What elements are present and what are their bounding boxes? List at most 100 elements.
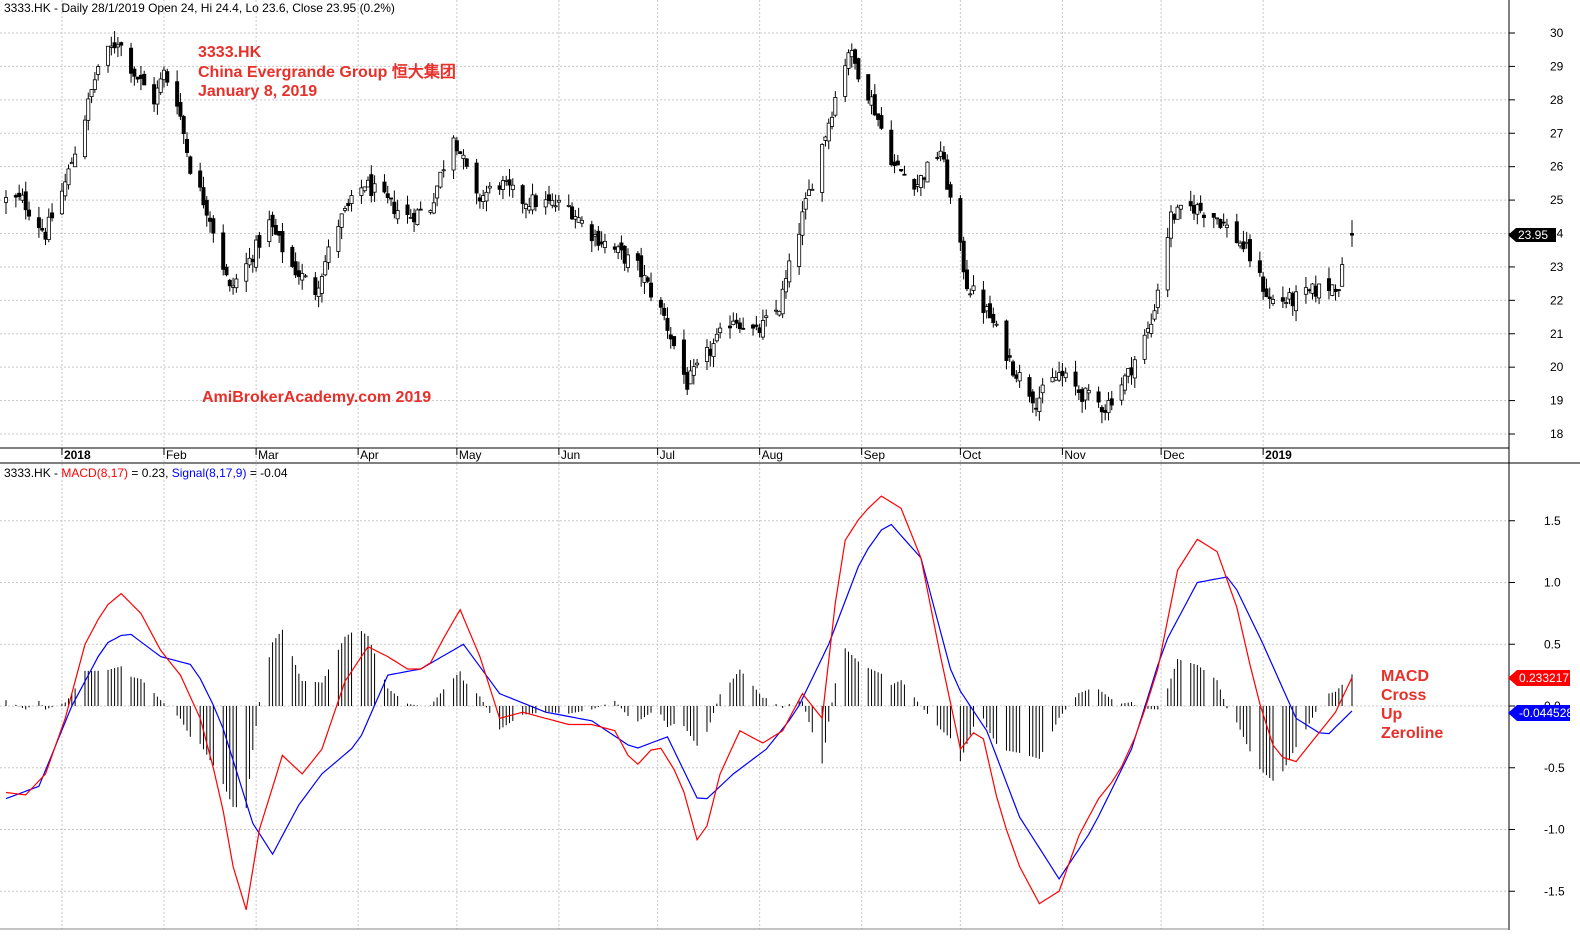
- candle-body: [620, 243, 623, 250]
- candle-body: [742, 328, 745, 329]
- candle-body: [508, 180, 511, 185]
- candle-body: [1130, 368, 1133, 375]
- candle-body: [1176, 207, 1179, 219]
- candle-body: [640, 256, 643, 277]
- candle-body: [129, 48, 132, 73]
- candle-body: [995, 324, 998, 325]
- candle-body: [436, 186, 439, 198]
- macd-value-badge: 0.233217: [1508, 670, 1570, 686]
- candle-body: [804, 199, 807, 210]
- macd-y-tick-label: -1.5: [1544, 884, 1565, 898]
- macd-line: [6, 496, 1352, 910]
- candle-body: [692, 367, 695, 376]
- candle-body: [577, 218, 580, 223]
- candle-body: [1097, 392, 1100, 402]
- candle-body: [1219, 219, 1222, 227]
- candle-body: [120, 43, 123, 46]
- candle-body: [452, 138, 455, 170]
- candle-body: [363, 187, 366, 191]
- candle-body: [919, 176, 922, 188]
- price-y-tick-label: 23: [1550, 260, 1564, 274]
- candle-body: [1215, 218, 1218, 219]
- candle-body: [738, 323, 741, 329]
- x-tick-label: Jul: [660, 448, 675, 462]
- candle-body: [465, 159, 468, 166]
- macd-y-tick-label: -0.5: [1544, 761, 1565, 775]
- candle-body: [686, 372, 689, 389]
- candle-body: [301, 274, 304, 281]
- candle-body: [534, 196, 537, 207]
- candle-body: [258, 235, 261, 247]
- candle-body: [705, 347, 708, 361]
- macd-lines: [6, 496, 1352, 910]
- candle-body: [1015, 375, 1018, 379]
- candle-body: [44, 232, 47, 239]
- candle-body: [41, 228, 44, 230]
- candle-body: [807, 190, 810, 196]
- candle-body: [890, 130, 893, 164]
- candle-body: [439, 172, 442, 187]
- candle-body: [570, 207, 573, 219]
- candle-body: [324, 262, 327, 275]
- candle-body: [271, 215, 274, 227]
- x-tick-label: Nov: [1064, 448, 1085, 462]
- candle-body: [251, 259, 254, 261]
- candle-body: [696, 363, 699, 365]
- candle-body: [228, 280, 231, 286]
- candle-body: [1018, 373, 1021, 381]
- candle-body: [969, 294, 972, 295]
- candle-body: [1087, 390, 1090, 392]
- x-tick-label: Sep: [864, 448, 886, 462]
- candle-body: [274, 225, 277, 234]
- candle-body: [1327, 279, 1330, 291]
- candle-body: [728, 326, 731, 328]
- candle-body: [1008, 356, 1011, 358]
- price-y-tick-label: 22: [1550, 293, 1564, 307]
- candle-body: [304, 276, 307, 277]
- candle-body: [1084, 388, 1087, 400]
- candle-body: [877, 114, 880, 120]
- candle-body: [1294, 292, 1297, 311]
- macd-y-tick-label: 1.0: [1544, 576, 1561, 590]
- candle-body: [689, 371, 692, 384]
- candle-body: [544, 200, 547, 207]
- candle-body: [682, 340, 685, 374]
- candle-body: [14, 195, 17, 197]
- x-tick-label: 2019: [1265, 448, 1292, 462]
- candle-body: [485, 192, 488, 201]
- candle-body: [600, 242, 603, 244]
- candle-body: [231, 286, 234, 287]
- candle-body: [949, 185, 952, 198]
- candle-body: [834, 97, 837, 115]
- candle-body: [60, 191, 63, 214]
- candle-body: [1222, 222, 1225, 223]
- candle-body: [27, 210, 30, 216]
- candle-body: [1133, 360, 1136, 378]
- signal-value-badge: -0.044528: [1508, 705, 1573, 721]
- candle-body: [774, 310, 777, 311]
- candle-body: [1179, 205, 1182, 209]
- price-y-tick-label: 25: [1550, 193, 1564, 207]
- candle-body: [393, 202, 396, 213]
- candle-body: [617, 247, 620, 253]
- candle-body: [327, 247, 330, 262]
- candle-body: [715, 334, 718, 341]
- candle-body: [139, 75, 142, 78]
- candle-body: [1341, 265, 1344, 287]
- candle-body: [320, 276, 323, 293]
- candle-body: [297, 271, 300, 277]
- candle-body: [1258, 261, 1261, 273]
- candle-body: [623, 246, 626, 263]
- candle-body: [1169, 212, 1172, 238]
- annotation-company: China Evergrande Group 恒大集团: [198, 62, 456, 81]
- candle-body: [1120, 385, 1123, 400]
- candle-body: [1308, 290, 1311, 291]
- candle-body: [1334, 289, 1337, 291]
- candle-body: [488, 186, 491, 188]
- candle-body: [1288, 293, 1291, 299]
- candle-body: [709, 349, 712, 355]
- candle-body: [867, 75, 870, 101]
- candle-body: [827, 123, 830, 141]
- macd-annotation-2: Cross: [1381, 687, 1426, 704]
- candle-body: [913, 179, 916, 189]
